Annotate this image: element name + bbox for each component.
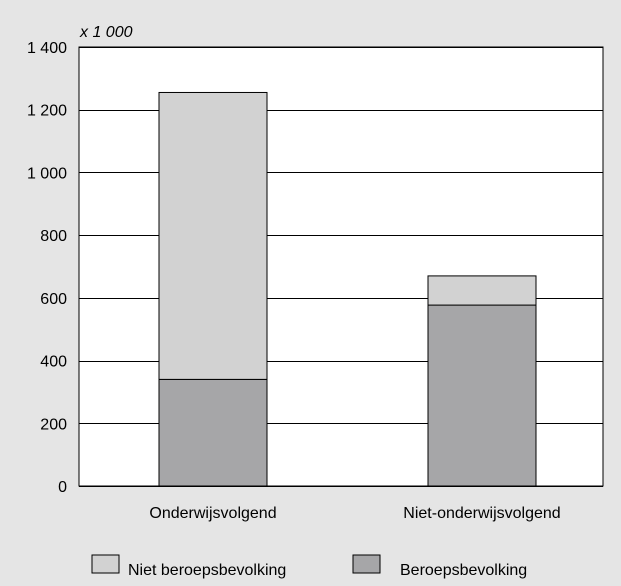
legend-swatch (91, 554, 120, 574)
y-tick-label: 1 400 (27, 40, 67, 57)
y-axis-tick-labels: 0 200 400 600 800 1 000 1 200 1 400 (27, 40, 67, 496)
y-tick-label: 200 (40, 416, 67, 433)
bar-segment (427, 304, 537, 487)
y-tick-label: 400 (40, 354, 67, 371)
legend-label: Beroepsbevolking (400, 562, 527, 579)
x-category-label: Niet-onderwijsvolgend (403, 505, 560, 522)
y-unit-label: x 1 000 (79, 24, 133, 41)
bars (158, 91, 537, 487)
y-tick-label: 800 (40, 228, 67, 245)
y-tick-label: 1 000 (27, 165, 67, 182)
legend-label: Niet beroepsbevolking (128, 562, 286, 579)
x-category-label: Onderwijsvolgend (149, 505, 276, 522)
bar-segment (158, 91, 268, 380)
y-tick-label: 600 (40, 291, 67, 308)
bar-segment (427, 275, 537, 306)
legend-swatch (352, 554, 381, 574)
x-axis-category-labels: Onderwijsvolgend Niet-onderwijsvolgend (149, 505, 560, 522)
y-tick-label: 0 (58, 479, 67, 496)
y-tick-label: 1 200 (27, 103, 67, 120)
legend: Niet beroepsbevolking Beroepsbevolking (91, 554, 527, 579)
bar-segment (158, 378, 268, 487)
